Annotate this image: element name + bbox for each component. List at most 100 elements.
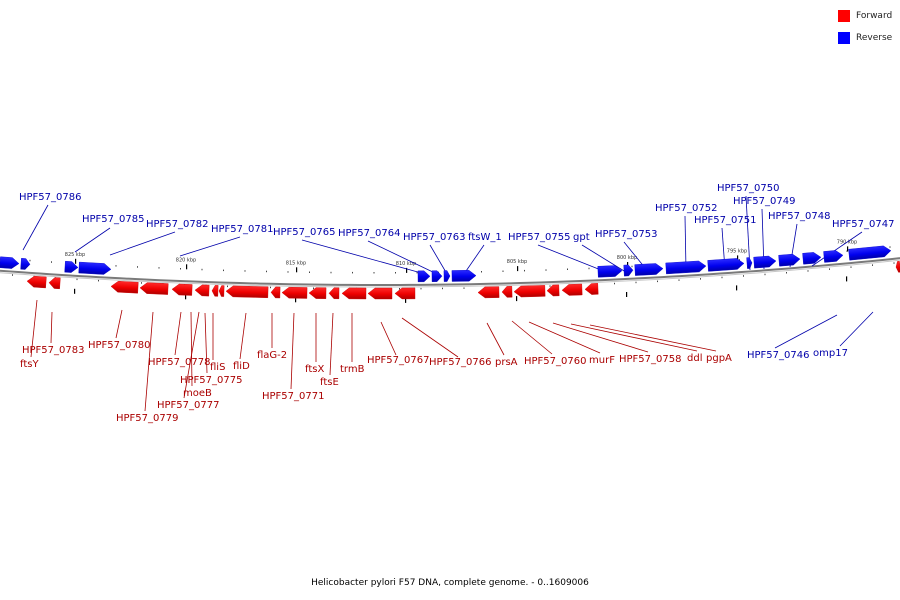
- forward-leader-line: [589, 324, 717, 352]
- forward-gene-arrow: [48, 277, 61, 290]
- minor-tick: [399, 288, 400, 290]
- minor-tick: [223, 269, 224, 272]
- minor-tick: [442, 287, 443, 290]
- forward-gene-label: ftsY: [20, 359, 39, 370]
- major-tick: [74, 288, 76, 294]
- minor-tick: [807, 270, 809, 272]
- minor-tick: [502, 270, 504, 272]
- forward-gene-label: prsA: [495, 357, 518, 368]
- forward-gene-arrow: [394, 287, 416, 300]
- forward-gene-label: fliD: [233, 361, 250, 372]
- minor-tick: [889, 246, 891, 248]
- minor-tick: [549, 285, 551, 287]
- reverse-gene-label: HPF57_0764: [338, 228, 400, 239]
- genome-caption: Helicobacter pylori F57 DNA, complete ge…: [311, 578, 589, 588]
- forward-leader-line: [552, 322, 649, 353]
- major-tick: [75, 258, 77, 264]
- reverse-gene-label: gpt: [573, 232, 590, 243]
- minor-tick: [244, 270, 246, 272]
- minor-tick: [786, 272, 787, 274]
- forward-gene-label: ddl: [687, 353, 702, 364]
- minor-tick: [463, 287, 465, 289]
- minor-tick: [739, 259, 740, 261]
- forward-gene-arrow: [477, 286, 500, 299]
- forward-leader-line: [204, 312, 208, 374]
- major-tick: [516, 296, 518, 302]
- legend: Forward Reverse: [838, 9, 900, 53]
- forward-gene-arrow: [26, 275, 47, 289]
- minor-tick: [352, 271, 353, 274]
- reverse-gene-arrow: [0, 256, 20, 269]
- forward-gene-arrow: [367, 287, 393, 300]
- reverse-gene-arrow: [802, 252, 822, 265]
- forward-gene-arrow: [546, 284, 560, 297]
- minor-tick: [416, 271, 418, 274]
- minor-tick: [524, 269, 525, 272]
- minor-tick: [481, 271, 482, 273]
- minor-tick: [545, 269, 547, 271]
- major-tick: [405, 297, 407, 303]
- minor-tick: [12, 274, 13, 276]
- major-tick: [406, 267, 408, 273]
- reverse-gene-label: HPF57_0755: [508, 232, 570, 243]
- tick-label: 815 kbp: [286, 260, 306, 266]
- forward-leader-line: [144, 311, 154, 412]
- forward-gene-arrow: [139, 282, 169, 295]
- tick-label: 825 kbp: [65, 252, 85, 258]
- genome-backbone-shadow: [0, 259, 900, 288]
- forward-gene-label: fliS: [210, 362, 225, 373]
- forward-gene-arrow: [308, 287, 327, 299]
- reverse-leader-line: [22, 204, 49, 251]
- reverse-gene-arrow: [746, 257, 753, 269]
- minor-tick: [614, 282, 615, 285]
- minor-tick: [829, 268, 830, 270]
- reverse-leader-line: [811, 231, 863, 267]
- reverse-gene-arrow: [78, 261, 112, 275]
- forward-gene-label: flaG-2: [257, 350, 287, 361]
- forward-gene-label: murF: [589, 355, 615, 366]
- reverse-gene-label: ftsW_1: [468, 232, 502, 243]
- major-tick: [296, 267, 298, 273]
- reverse-leader-line: [429, 244, 448, 275]
- forward-swatch: [838, 10, 850, 22]
- minor-tick: [158, 267, 160, 269]
- forward-gene-label: ftsX: [305, 364, 324, 375]
- reverse-gene-label: HPF57_0753: [595, 229, 657, 240]
- forward-gene-label: HPF57_0766: [429, 357, 491, 368]
- forward-gene-label: HPF57_0771: [262, 391, 324, 402]
- reverse-leader-line: [581, 244, 630, 275]
- reverse-gene-label: omp17: [813, 348, 848, 359]
- forward-leader-line: [401, 317, 459, 358]
- forward-gene-arrow: [561, 283, 583, 296]
- forward-leader-line: [190, 311, 193, 387]
- minor-tick: [850, 266, 852, 268]
- minor-tick: [395, 272, 396, 274]
- forward-gene-arrow: [513, 285, 546, 298]
- forward-gene-label: ftsE: [320, 377, 339, 388]
- gene-features: [0, 245, 900, 300]
- forward-gene-label: HPF57_0783: [22, 345, 84, 356]
- forward-gene-label: moeB: [183, 388, 212, 399]
- reverse-gene-label: HPF57_0786: [19, 192, 81, 203]
- minor-tick: [137, 266, 138, 268]
- forward-leader-line: [50, 311, 53, 344]
- minor-tick: [330, 271, 332, 274]
- forward-gene-arrow: [341, 287, 367, 300]
- reverse-leader-line: [839, 311, 874, 347]
- minor-tick: [872, 264, 873, 266]
- forward-gene-arrow: [171, 283, 193, 296]
- forward-gene-label: trmB: [340, 364, 365, 375]
- reverse-gene-arrow: [451, 270, 477, 282]
- major-tick: [185, 294, 187, 300]
- legend-label-reverse: Reverse: [856, 33, 893, 43]
- minor-tick: [567, 268, 568, 270]
- reverse-gene-arrow: [20, 258, 31, 270]
- major-tick: [517, 266, 519, 272]
- minor-tick: [98, 279, 99, 282]
- reverse-gene-arrow: [823, 250, 844, 263]
- tick-label: 805 kbp: [507, 259, 527, 265]
- forward-gene-arrow: [328, 287, 340, 300]
- tick-label: 810 kbp: [396, 261, 416, 267]
- reverse-gene-arrow: [753, 255, 777, 269]
- forward-leader-line: [528, 321, 601, 354]
